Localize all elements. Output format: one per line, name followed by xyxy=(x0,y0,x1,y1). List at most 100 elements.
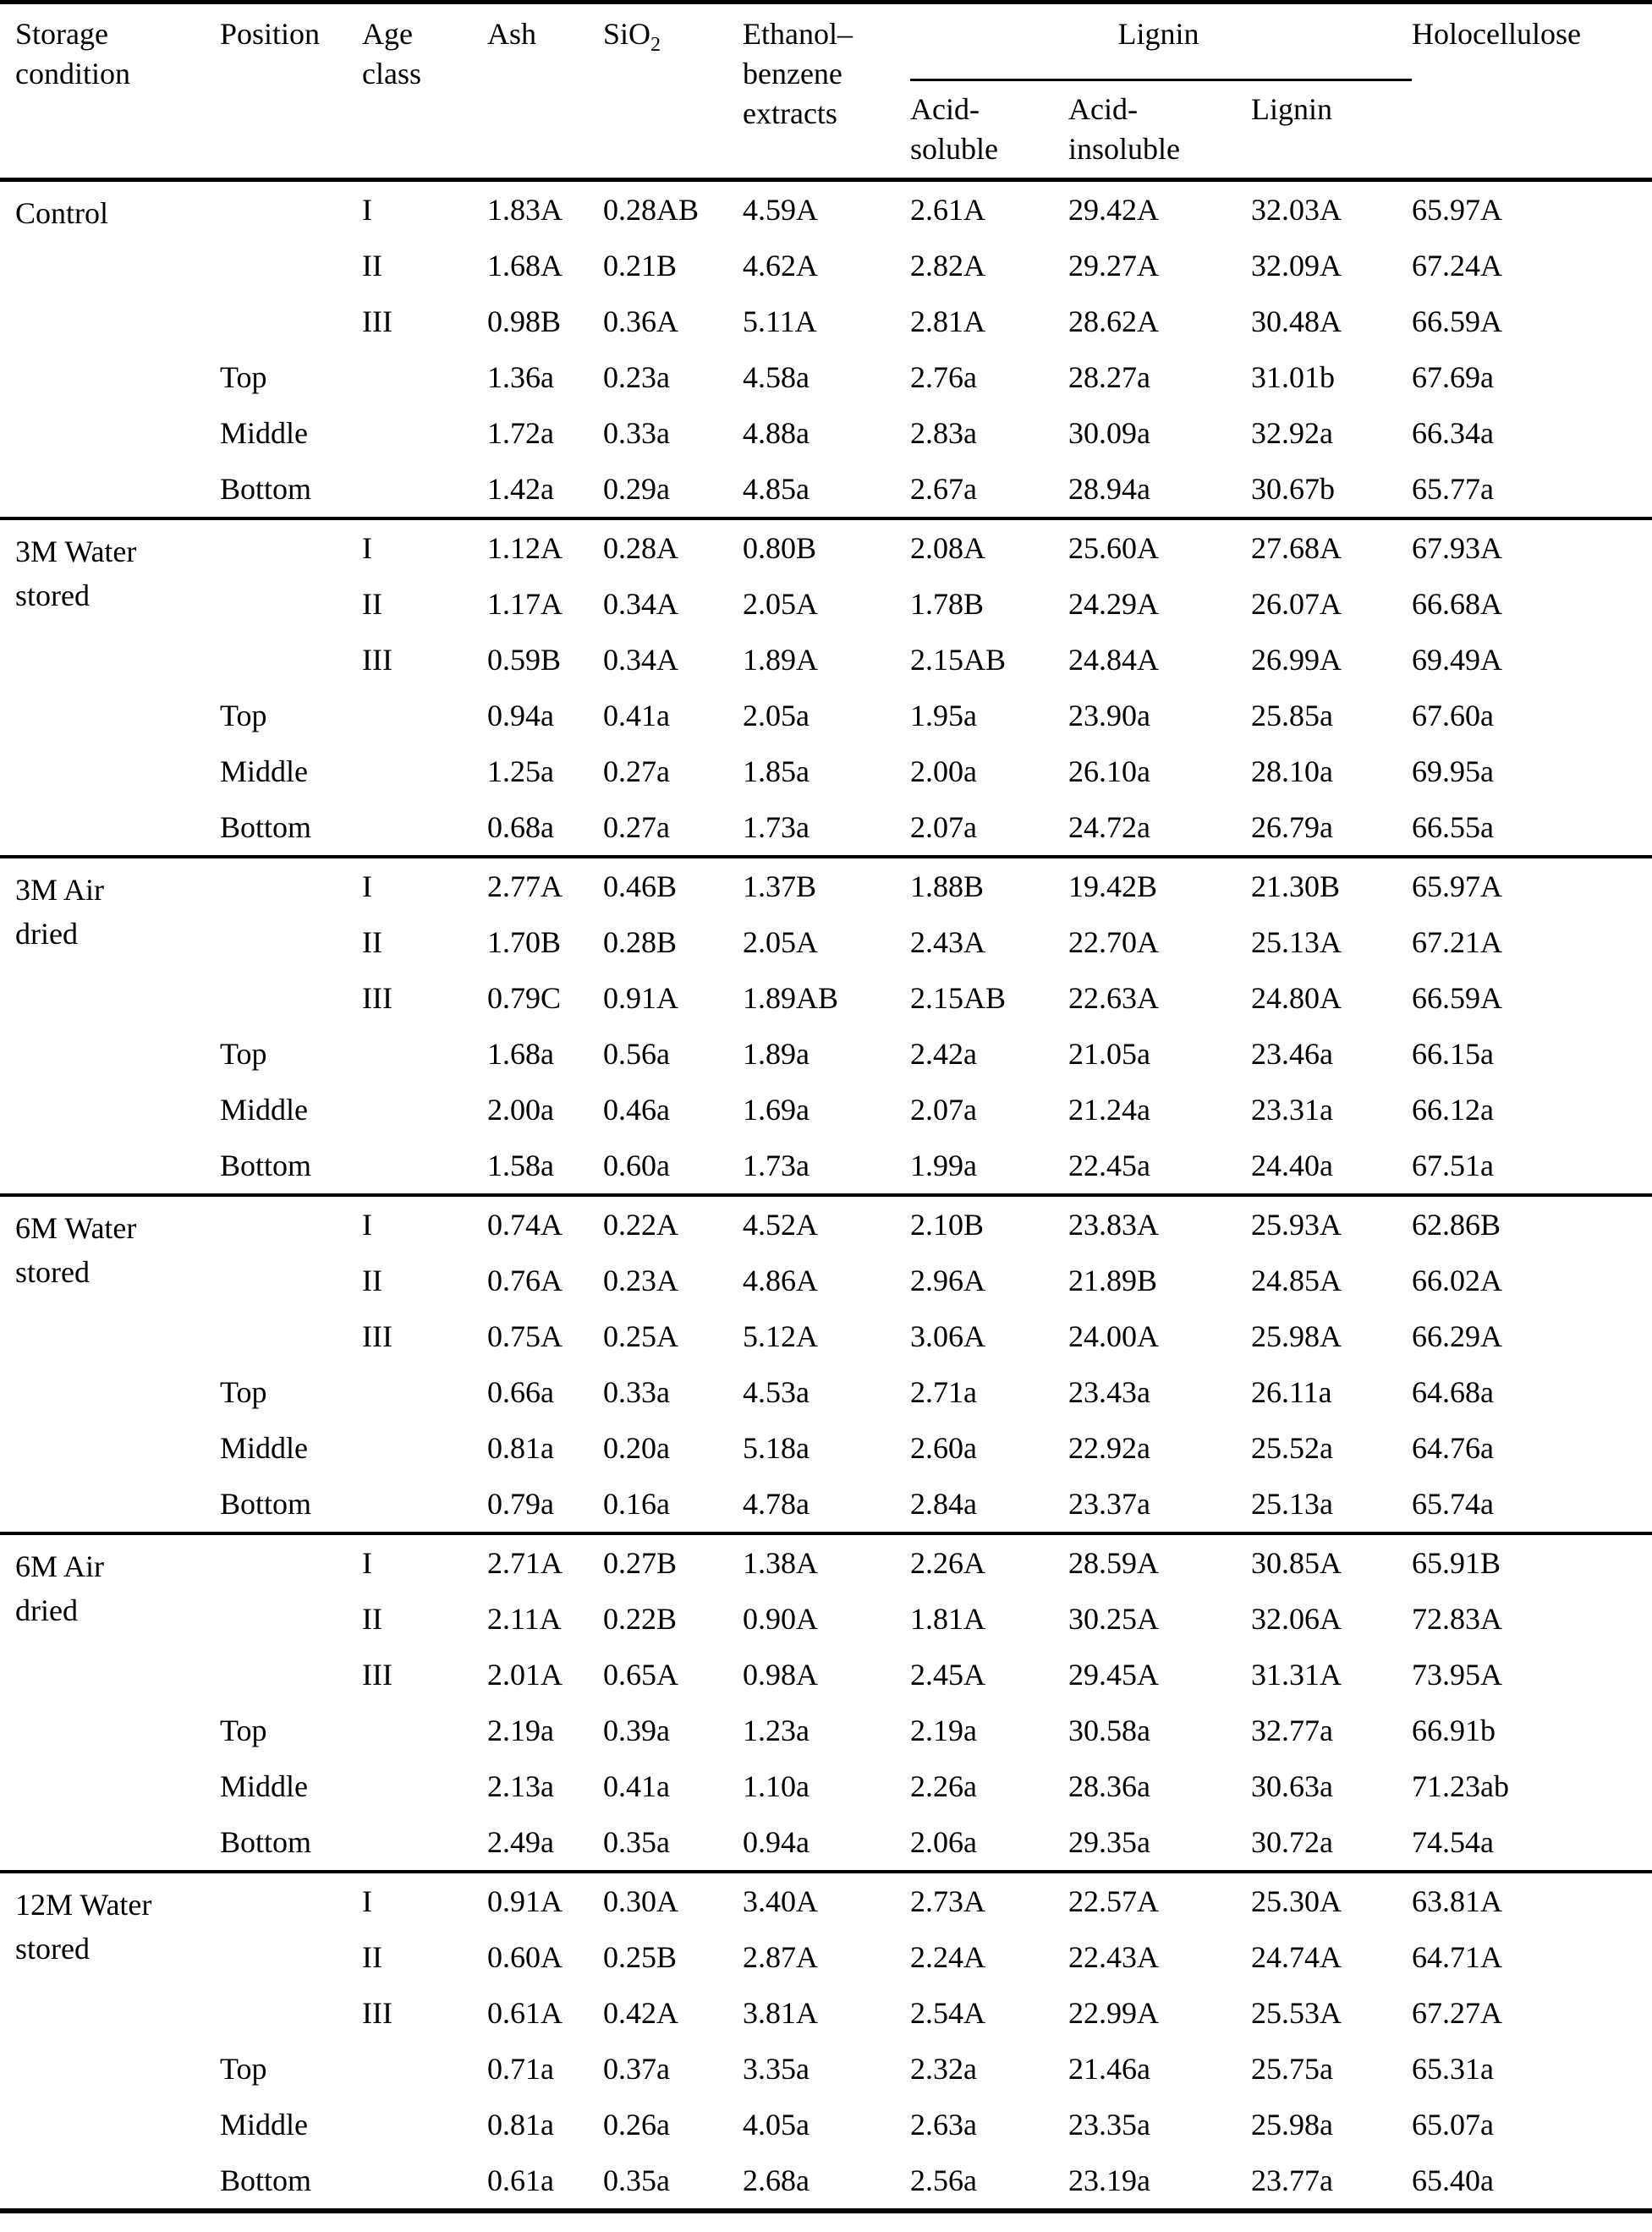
cell-acid-soluble: 2.56a xyxy=(910,2163,977,2197)
cell-sio2: 0.30A xyxy=(603,1884,678,1918)
cell-extracts: 4.53a xyxy=(743,1375,810,1409)
cell-acid-insoluble: 24.84A xyxy=(1068,643,1159,677)
cell-ash: 0.68a xyxy=(487,810,554,844)
cell-acid-soluble: 1.95a xyxy=(910,699,977,732)
cell-lignin: 30.48A xyxy=(1251,304,1342,338)
cell-sio2: 0.33a xyxy=(603,416,670,450)
cell-age-class: II xyxy=(362,1602,382,1636)
cell-acid-soluble: 2.07a xyxy=(910,1093,977,1127)
cell-age-class xyxy=(362,1758,487,1814)
cell-lignin: 25.52a xyxy=(1251,1431,1333,1465)
cell-acid-soluble: 2.15AB xyxy=(910,981,1007,1015)
cell-acid-soluble: 1.81A xyxy=(910,1602,985,1636)
col-header-age-class: Age class xyxy=(362,17,421,90)
cell-holocellulose: 65.31a xyxy=(1412,2052,1494,2086)
cell-position: Bottom xyxy=(220,810,312,844)
cell-position xyxy=(220,518,362,576)
table-row: Middle 2.13a 0.41a 1.10a 2.26a 28.36a 30.63a 71… xyxy=(0,1758,1652,1814)
cell-age-class xyxy=(362,1082,487,1138)
cell-acid-soluble: 2.83a xyxy=(910,416,977,450)
table-row: II 1.70B 0.28B 2.05A 2.43A 22.70A 25.13A 67.21A xyxy=(0,914,1652,970)
cell-storage-condition: 6M Water stored xyxy=(15,1211,137,1289)
cell-holocellulose: 71.23ab xyxy=(1412,1769,1509,1803)
table-row: Bottom 0.68a 0.27a 1.73a 2.07a 24.72a 26.79a 66… xyxy=(0,799,1652,857)
cell-lignin: 30.67b xyxy=(1251,472,1335,506)
cell-age-class xyxy=(362,405,487,461)
cell-ash: 0.79a xyxy=(487,1487,554,1521)
cell-holocellulose: 74.54a xyxy=(1412,1825,1494,1859)
cell-holocellulose: 62.86B xyxy=(1412,1208,1501,1242)
cell-lignin: 30.72a xyxy=(1251,1825,1333,1859)
cell-position: Middle xyxy=(220,416,308,450)
cell-holocellulose: 66.02A xyxy=(1412,1264,1502,1297)
cell-ash: 1.58a xyxy=(487,1149,554,1182)
cell-holocellulose: 69.95a xyxy=(1412,754,1494,788)
cell-acid-soluble: 3.06A xyxy=(910,1319,985,1353)
table-row: Middle 1.25a 0.27a 1.85a 2.00a 26.10a 28.10a 69… xyxy=(0,743,1652,799)
cell-age-class: I xyxy=(362,869,372,903)
cell-sio2: 0.25B xyxy=(603,1940,678,1974)
cell-acid-soluble: 2.54A xyxy=(910,1996,985,2030)
cell-sio2: 0.27a xyxy=(603,810,670,844)
cell-sio2: 0.39a xyxy=(603,1714,670,1747)
cell-acid-insoluble: 25.60A xyxy=(1068,531,1159,565)
cell-sio2: 0.22B xyxy=(603,1602,678,1636)
cell-extracts: 1.38A xyxy=(743,1546,818,1580)
cell-acid-insoluble: 23.19a xyxy=(1068,2163,1150,2197)
cell-lignin: 28.10a xyxy=(1251,754,1333,788)
cell-acid-soluble: 2.24A xyxy=(910,1940,985,1974)
cell-sio2: 0.33a xyxy=(603,1375,670,1409)
table-row: Top 0.94a 0.41a 2.05a 1.95a 23.90a 25.85a 67.60… xyxy=(0,688,1652,743)
cell-ash: 1.72a xyxy=(487,416,554,450)
cell-sio2: 0.21B xyxy=(603,249,678,282)
cell-age-class xyxy=(362,2152,487,2211)
cell-holocellulose: 66.55a xyxy=(1412,810,1494,844)
cell-holocellulose: 66.15a xyxy=(1412,1037,1494,1071)
group-2: 3M Water stored I 1.12A 0.28A 0.80B 2.08A 25.6… xyxy=(0,518,1652,857)
cell-acid-insoluble: 30.25A xyxy=(1068,1602,1159,1636)
table-row: II 1.17A 0.34A 2.05A 1.78B 24.29A 26.07A 66.68A xyxy=(0,576,1652,632)
cell-extracts: 3.81A xyxy=(743,1996,818,2030)
cell-acid-insoluble: 22.70A xyxy=(1068,925,1159,959)
cell-lignin: 26.79a xyxy=(1251,810,1333,844)
cell-holocellulose: 67.21A xyxy=(1412,925,1502,959)
cell-acid-insoluble: 24.00A xyxy=(1068,1319,1159,1353)
cell-lignin: 26.11a xyxy=(1251,1375,1332,1409)
cell-acid-soluble: 2.73A xyxy=(910,1884,985,1918)
cell-extracts: 5.11A xyxy=(743,304,817,338)
cell-ash: 0.91A xyxy=(487,1884,563,1918)
cell-age-class: II xyxy=(362,587,382,621)
cell-ash: 0.71a xyxy=(487,2052,554,2086)
cell-position: Middle xyxy=(220,1431,308,1465)
cell-age-class xyxy=(362,1476,487,1533)
cell-acid-insoluble: 19.42B xyxy=(1068,869,1158,903)
cell-age-class xyxy=(362,799,487,857)
cell-acid-insoluble: 23.37a xyxy=(1068,1487,1150,1521)
cell-acid-soluble: 2.61A xyxy=(910,193,985,227)
cell-acid-insoluble: 21.24a xyxy=(1068,1093,1150,1127)
cell-age-class: III xyxy=(362,643,392,677)
cell-age-class xyxy=(362,461,487,518)
cell-lignin: 25.30A xyxy=(1251,1884,1342,1918)
cell-acid-insoluble: 22.92a xyxy=(1068,1431,1150,1465)
table-row: Bottom 0.61a 0.35a 2.68a 2.56a 23.19a 23.77a 65… xyxy=(0,2152,1652,2211)
cell-holocellulose: 65.77a xyxy=(1412,472,1494,506)
cell-position: Middle xyxy=(220,2108,308,2142)
cell-extracts: 4.88a xyxy=(743,416,810,450)
cell-position xyxy=(220,1929,362,1985)
cell-acid-soluble: 2.45A xyxy=(910,1658,985,1692)
cell-acid-insoluble: 22.43A xyxy=(1068,1940,1159,1974)
cell-storage-condition: 3M Water stored xyxy=(15,535,137,612)
cell-acid-soluble: 2.76a xyxy=(910,360,977,394)
cell-extracts: 3.35a xyxy=(743,2052,810,2086)
cell-position: Top xyxy=(220,360,267,394)
cell-sio2: 0.91A xyxy=(603,981,678,1015)
cell-holocellulose: 66.59A xyxy=(1412,304,1502,338)
cell-lignin: 26.07A xyxy=(1251,587,1342,621)
cell-lignin: 23.77a xyxy=(1251,2163,1333,2197)
cell-holocellulose: 66.12a xyxy=(1412,1093,1494,1127)
table-row: 3M Water stored I 1.12A 0.28A 0.80B 2.08A 25.6… xyxy=(0,518,1652,612)
table-row: III 0.59B 0.34A 1.89A 2.15AB 24.84A 26.99A 69.4… xyxy=(0,632,1652,688)
cell-ash: 0.66a xyxy=(487,1375,554,1409)
cell-age-class: III xyxy=(362,981,392,1015)
